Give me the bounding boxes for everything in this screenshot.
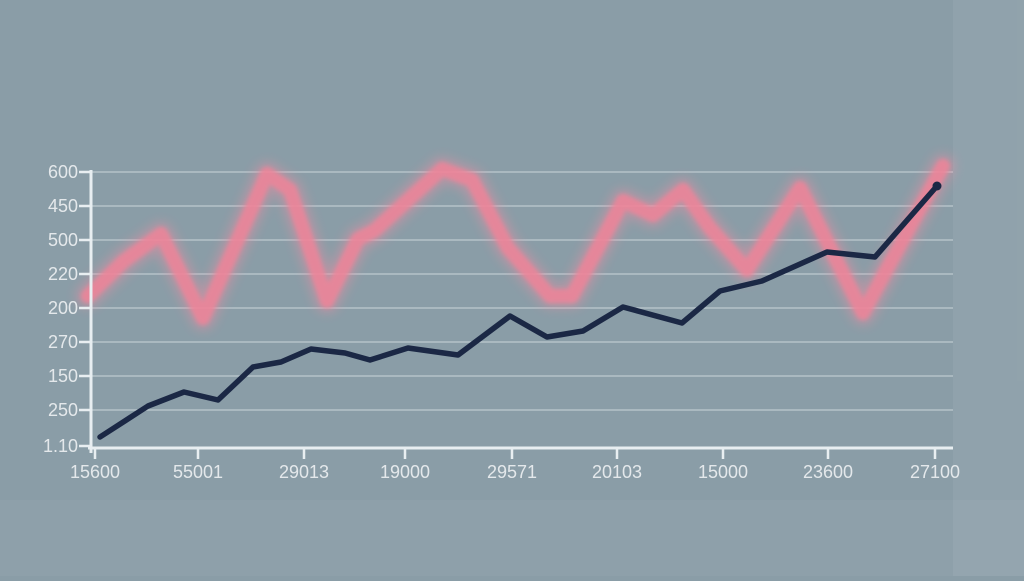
y-tick-label: 270 <box>48 332 78 352</box>
navy-line-end-dot <box>932 181 942 191</box>
x-tick-label: 20103 <box>592 462 642 482</box>
x-tick-label: 27100 <box>910 462 960 482</box>
x-tick-label: 15000 <box>698 462 748 482</box>
x-tick-label: 19000 <box>380 462 430 482</box>
y-tick-label: 600 <box>48 162 78 182</box>
axis-lines <box>88 170 953 453</box>
y-tick-label: 150 <box>48 366 78 386</box>
axes <box>79 170 953 459</box>
y-tick-label: 1.10 <box>43 436 78 456</box>
y-tick-label: 200 <box>48 298 78 318</box>
y-tick-label: 220 <box>48 264 78 284</box>
series-lines <box>76 154 955 440</box>
navy-line-path <box>97 183 940 440</box>
y-tick-label: 450 <box>48 196 78 216</box>
y-tick-label: 250 <box>48 400 78 420</box>
x-tick-label: 29571 <box>487 462 537 482</box>
x-tick-label: 55001 <box>173 462 223 482</box>
x-tick-label: 29013 <box>279 462 329 482</box>
y-tick-label: 500 <box>48 230 78 250</box>
tick-labels: 600 450 500 220 200 270 150 250 1.10 15600 55001 29… <box>43 162 960 482</box>
pink-band-core <box>81 159 950 325</box>
x-tick-label: 15600 <box>70 462 120 482</box>
x-tick-label: 23600 <box>803 462 853 482</box>
